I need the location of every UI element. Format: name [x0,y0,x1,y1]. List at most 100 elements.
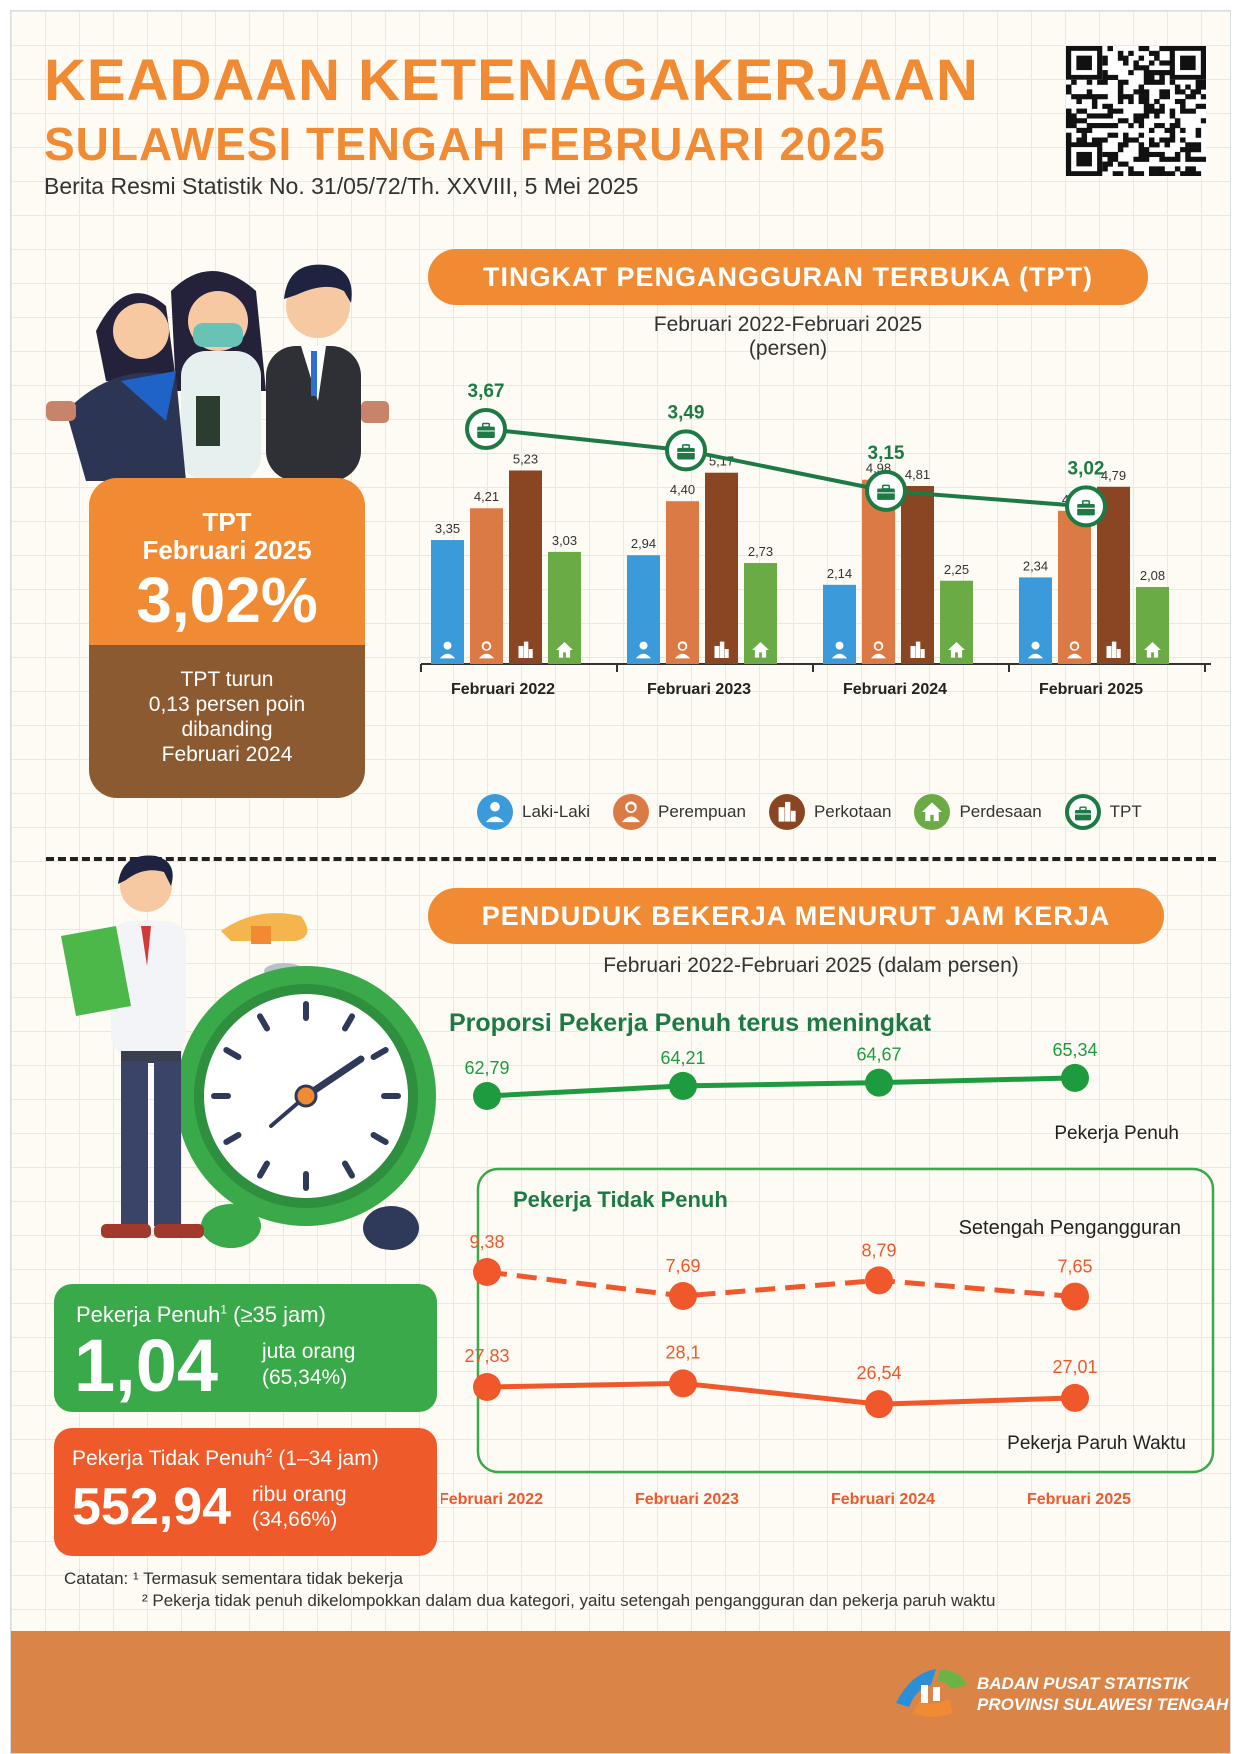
tpt-period-text: Februari 2022-Februari 2025 [653,313,923,336]
qr-module [1138,46,1145,52]
qr-module [1159,70,1165,76]
qr-module [1102,60,1108,66]
qr-module [1143,70,1150,76]
underemployment-point [865,1266,893,1295]
qr-module [1133,171,1139,176]
qr-module [1066,113,1072,119]
qr-module [1086,94,1093,100]
partial-time-box [476,1167,1215,1474]
qr-module [1164,60,1171,66]
qr-module [1066,84,1072,90]
qr-module [1066,108,1072,114]
city-building-icon [785,801,791,822]
male-person-icon [1031,641,1040,650]
qr-module [1164,171,1171,176]
tpt-value-label: 3,15 [868,443,905,464]
qr-module [1086,79,1093,85]
city-building-icon [714,646,720,658]
qr-module [1138,55,1145,61]
qr-module [1081,137,1088,143]
briefcase-icon [677,448,695,460]
female-person-icon [679,643,686,650]
legend-label: Perdesaan [959,802,1042,821]
qr-module [1159,137,1165,143]
qr-module [1154,113,1160,119]
qr-module [1164,70,1171,76]
qr-module [1112,123,1119,129]
qr-module [1091,103,1098,109]
qr-module [1185,147,1191,153]
briefcase-icon [881,484,891,490]
qr-module [1180,89,1186,95]
qr-module [1164,127,1171,133]
female-person-icon [613,794,650,830]
qr-module [1138,65,1145,71]
underemployment-point [669,1281,697,1310]
qr-module [1086,123,1093,129]
partial-time-label: Pekerja Tidak Penuh [72,1447,266,1470]
qr-module [1107,74,1113,81]
bar-value-label: 2,73 [748,544,773,559]
bps-logo-icon[interactable] [891,1663,971,1725]
qr-module [1180,108,1186,114]
qr-module [1190,89,1196,95]
part-time-point [865,1390,893,1419]
tpt-card-value: 3,02% [136,564,318,636]
qr-module [1107,103,1113,109]
qr-module [1076,94,1082,100]
full-time-value-label: 62,79 [464,1058,509,1078]
qr-module [1174,123,1181,129]
qr-module [1200,156,1206,162]
part-time-value-label: 27,83 [464,1346,509,1366]
legend-item-perkotaan: Perkotaan [768,793,891,831]
qr-module [1107,46,1113,52]
qr-module [1128,98,1134,105]
full-time-value: 1,04 [74,1324,219,1407]
qr-module [1138,142,1145,148]
bps-province-line: PROVINSI SULAWESI TENGAH [977,1695,1229,1714]
qr-module [1097,137,1103,143]
underemployment-value-label: 7,69 [665,1256,700,1276]
qr-module [1148,151,1155,158]
qr-module [1148,50,1155,56]
village-house-icon [752,642,769,650]
qr-module [1081,127,1088,133]
qr-module [1169,171,1176,176]
qr-module [1081,94,1088,100]
village-house-icon [556,642,573,650]
qr-module [1138,171,1145,176]
qr-module [1154,70,1160,76]
qr-code-icon[interactable] [1066,46,1206,176]
full-time-range: (≥35 jam) [233,1302,326,1327]
qr-module [1143,46,1150,52]
page-title: KEADAAN KETENAGAKERJAAN [44,48,979,113]
legend-label: TPT [1109,802,1142,821]
qr-module [1200,94,1206,100]
qr-module [1164,156,1171,162]
bar-value-label: 3,35 [435,521,460,536]
bar-perempuan [470,508,503,664]
qr-module [1148,166,1155,172]
full-time-point [1061,1063,1089,1092]
qr-module [1195,171,1202,176]
qr-module [1143,156,1150,162]
qr-module [1076,137,1082,143]
qr-module [1133,137,1139,143]
tpt-line [485,427,1087,509]
qr-module [1169,132,1176,138]
qr-module [1143,113,1150,119]
x-tick-label: Februari 2024 [843,681,947,698]
qr-module [1117,94,1124,100]
qr-module [1107,132,1113,138]
clock-tick [342,1013,355,1032]
qr-module [1169,113,1176,119]
qr-module [1148,60,1155,66]
x-tick-label: Februari 2023 [647,681,751,698]
qr-module [1180,137,1186,143]
qr-module [1195,103,1202,109]
qr-module [1195,127,1202,133]
qr-module [1123,55,1129,61]
qr-module [1133,118,1139,124]
clock-tick [370,1047,389,1060]
clock-tick [257,1013,270,1032]
